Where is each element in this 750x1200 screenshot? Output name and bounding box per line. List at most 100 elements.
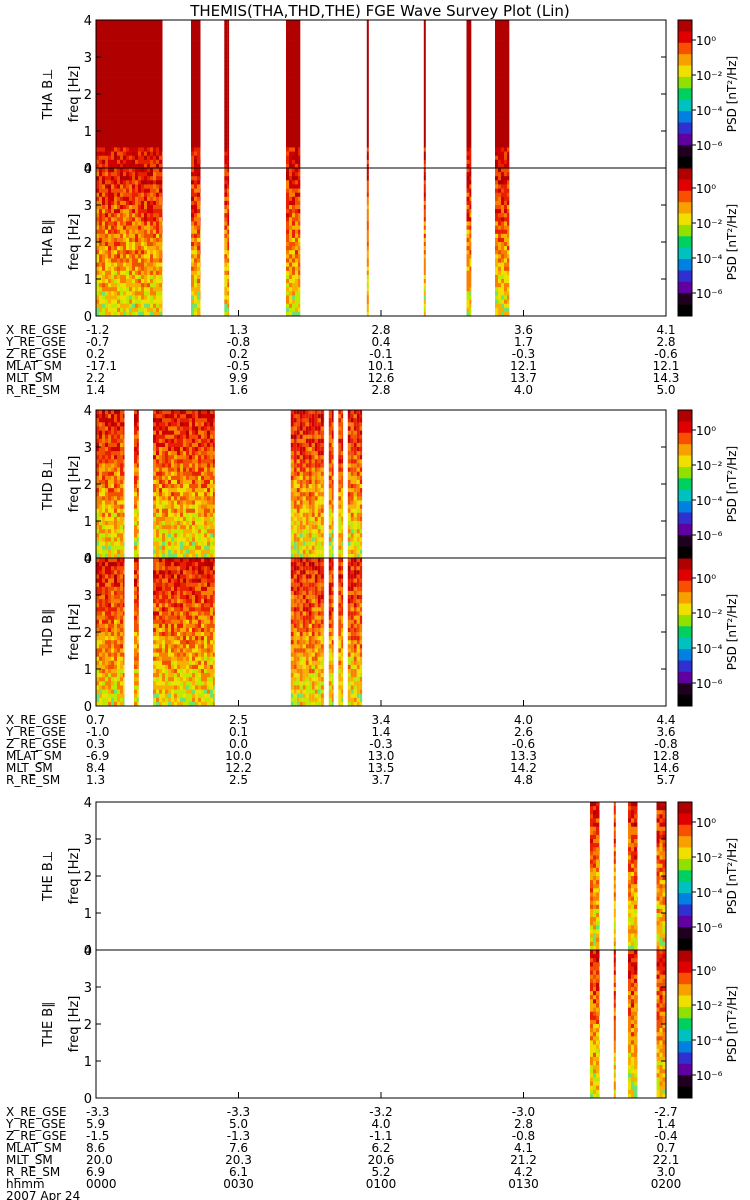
panel-the-spectrogram-block [613, 950, 616, 1099]
panel-tha-ephem-value: 1.4 [86, 383, 105, 397]
panel-tha-spectrogram-block [466, 20, 472, 169]
panel-thd-freq-tick-label: 0 [84, 552, 92, 567]
panel-tha-spectrogram-block [366, 168, 369, 317]
panel-tha-freq-tick-label: 3 [84, 51, 92, 66]
panel-thd-ephem-value: 2.6 [514, 725, 533, 739]
panel-thd-freq-tick-label: 1 [84, 515, 92, 530]
panel-the-freq-tick-label: 0 [84, 944, 92, 959]
panel-the-colorbar-label: PSD [nT²/Hz] [725, 986, 739, 1062]
panel-tha-ephem-value: 4.0 [514, 383, 533, 397]
panel-tha-ephem-label: Z_RE_GSE [6, 347, 67, 361]
panel-tha-freq-tick-label: 4 [84, 14, 92, 29]
panel-tha-frame [95, 167, 667, 317]
panel-tha-ephem-label: Y_RE_GSE [5, 335, 66, 349]
panel-thd-ephem-value: 2.5 [229, 713, 248, 727]
panel-the-ephem-value: 4.0 [371, 1117, 390, 1131]
panel-thd-freq-axis-label: freq [Hz] [67, 604, 82, 661]
panel-thd-ephem-value: 4.0 [514, 713, 533, 727]
panel-the-frame [95, 801, 667, 951]
panel-the-ephem-value: -1.1 [369, 1129, 392, 1143]
panel-thd-ephem-value: 0.1 [229, 725, 248, 739]
panel-the-ephem-value: 6.2 [371, 1141, 390, 1155]
panel-the-ephem-value: 20.0 [86, 1153, 113, 1167]
panel-tha-ephem-value: -0.6 [654, 347, 677, 361]
panel-the-freq-axis-label: freq [Hz] [67, 848, 82, 905]
panel-the-spectrogram-block [628, 950, 638, 1099]
panel-tha-ephem-value: -0.1 [369, 347, 392, 361]
panel-thd-colorbar-tick-label: 10⁻⁶ [696, 529, 723, 543]
panel-tha-ephem-value: 12.1 [510, 359, 537, 373]
time-tick-label: 0100 [366, 1177, 397, 1191]
panel-tha-ephem-value: 2.8 [371, 383, 390, 397]
panel-thd-ephem-value: 0.3 [86, 737, 105, 751]
panel-the-ephem-label: R_RE_SM [6, 1165, 60, 1179]
panel-tha-ephem-value: 0.4 [371, 335, 390, 349]
panel-thd-spectrogram-block [347, 410, 363, 559]
panel-tha-ephem-value: 2.2 [86, 371, 105, 385]
panel-thd-colorbar-tick-label: 10⁰ [696, 424, 716, 438]
panel-thd-ephem-value: 13.5 [368, 761, 395, 775]
panel-tha-spectrogram-block [96, 20, 163, 169]
panel-tha-freq-tick-label: 0 [84, 162, 92, 177]
panel-thd-ephem-label: Y_RE_GSE [5, 725, 66, 739]
panel-the-ephem-value: 6.1 [229, 1165, 248, 1179]
footer-date: 2007 Apr 24 [6, 1189, 80, 1200]
panel-the-colorbar-tick-label: 10⁻² [696, 999, 723, 1013]
panel-tha-ephem-value: 1.6 [229, 383, 248, 397]
panel-thd-colorbar-frame [677, 557, 693, 707]
panel-the-ephem-value: 4.2 [514, 1165, 533, 1179]
panel-tha-component-label: THA B∥ [41, 219, 56, 266]
panel-thd-ephem-value: -0.3 [369, 737, 392, 751]
panel-thd-colorbar-tick-label: 10⁻² [696, 459, 723, 473]
panel-tha-component-label: THA B⊥ [41, 69, 56, 121]
panel-the-colorbar-tick-label: 10⁻² [696, 851, 723, 865]
panel-thd-spectrogram-block [153, 558, 215, 707]
panel-thd-ephem-value: 13.3 [510, 749, 537, 763]
panel-the-colorbar [678, 950, 692, 1099]
panel-tha-colorbar-tick-label: 10⁻⁴ [696, 104, 723, 118]
panel-tha-ephem-value: 2.8 [371, 323, 390, 337]
panel-thd-spectrogram-block [134, 410, 139, 559]
panel-thd-freq-tick-label: 2 [84, 626, 92, 641]
panel-tha-ephem-label: MLT_SM [6, 371, 53, 385]
panel-thd-ephem-value: 13.0 [368, 749, 395, 763]
panel-tha-ephem-value: 1.3 [229, 323, 248, 337]
panel-thd-ephem-value: 5.7 [656, 773, 675, 787]
panel-the-ephem-value: -1.3 [227, 1129, 250, 1143]
panel-tha-freq-tick-label: 1 [84, 125, 92, 140]
panel-the-freq-tick-label: 3 [84, 833, 92, 848]
panel-thd-ephem-value: -1.0 [86, 725, 109, 739]
panel-the-component-label: THE B⊥ [41, 851, 56, 902]
panel-tha-spectrogram-block [224, 20, 230, 169]
panel-the-ephem-value: 2.8 [514, 1117, 533, 1131]
panel-tha-spectrogram-block [423, 168, 426, 317]
panel-tha-colorbar-label: PSD [nT²/Hz] [725, 204, 739, 280]
panel-the-ephem-label: Z_RE_GSE [6, 1129, 67, 1143]
panel-thd-colorbar [678, 558, 692, 707]
panel-thd-ephem-value: 8.4 [86, 761, 105, 775]
panel-the-spectrogram-block [613, 802, 616, 951]
panel-thd-ephem-value: 3.4 [371, 713, 390, 727]
panel-the-ephem-value: 21.2 [510, 1153, 537, 1167]
panel-the-ephem-value: 6.9 [86, 1165, 105, 1179]
panel-the-ephem-value: 1.4 [656, 1117, 675, 1131]
panel-thd-ephem-value: 0.7 [86, 713, 105, 727]
panel-thd-ephem-value: 3.7 [371, 773, 390, 787]
panel-tha-ephem-value: 1.7 [514, 335, 533, 349]
panel-the-freq-tick-label: 1 [84, 907, 92, 922]
panel-thd-freq-tick-label: 2 [84, 478, 92, 493]
panel-tha-ephem-value: 0.2 [86, 347, 105, 361]
time-tick-label: 0030 [223, 1177, 254, 1191]
panel-the-freq-tick-label: 0 [84, 1092, 92, 1107]
panel-tha-spectrogram-block [191, 168, 201, 317]
panel-tha-colorbar-tick-label: 10⁻² [696, 217, 723, 231]
panel-the-ephem-label: X_RE_GSE [6, 1105, 67, 1119]
panel-the-ephem-value: 0.7 [656, 1141, 675, 1155]
panel-the-ephem-value: 3.0 [656, 1165, 675, 1179]
panel-the-ephem-value: 5.2 [371, 1165, 390, 1179]
panel-tha-colorbar-label: PSD [nT²/Hz] [725, 56, 739, 132]
panel-the-ephem-value: 7.6 [229, 1141, 248, 1155]
panel-tha-spectrogram-block [286, 20, 301, 169]
panel-thd-spectrogram-block [96, 410, 125, 559]
